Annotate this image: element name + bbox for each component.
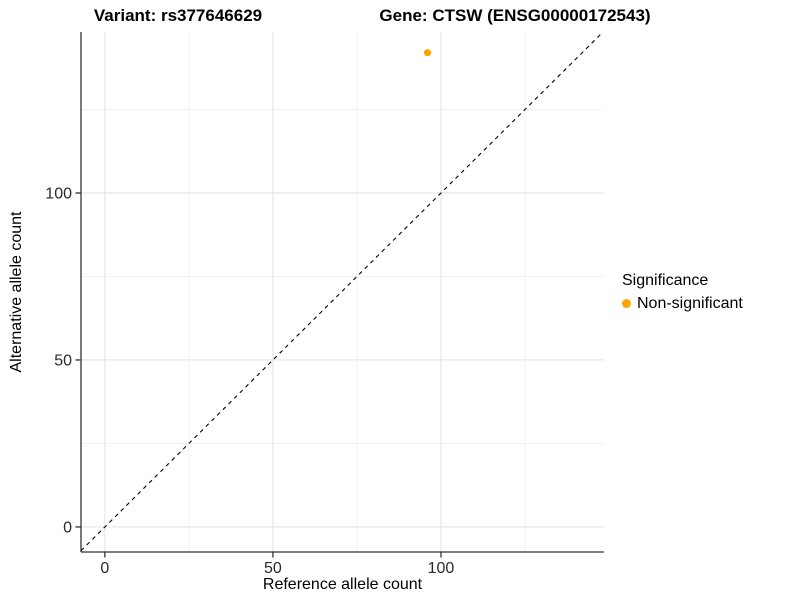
data-point xyxy=(423,49,432,57)
legend-point-icon xyxy=(622,299,631,308)
x-axis-title: Reference allele count xyxy=(262,576,423,593)
identity-reference-line xyxy=(80,31,604,552)
legend-title: Significance xyxy=(622,272,709,289)
y-tick-label: 0 xyxy=(63,519,72,536)
y-tick-label: 50 xyxy=(54,352,72,369)
x-tick-label: 0 xyxy=(100,560,109,577)
y-tick-label: 100 xyxy=(45,185,72,202)
legend: Significance Non-significant xyxy=(622,271,743,313)
plot-title-gene: Gene: CTSW (ENSG00000172543) xyxy=(379,6,651,25)
y-axis-title: Alternative allele count xyxy=(8,211,25,373)
legend-item: Non-significant xyxy=(622,294,743,313)
plot-title-variant: Variant: rs377646629 xyxy=(93,6,263,25)
legend-item-label: Non-significant xyxy=(637,295,743,312)
x-tick-label: 50 xyxy=(264,560,282,577)
x-tick-label: 100 xyxy=(428,560,455,577)
